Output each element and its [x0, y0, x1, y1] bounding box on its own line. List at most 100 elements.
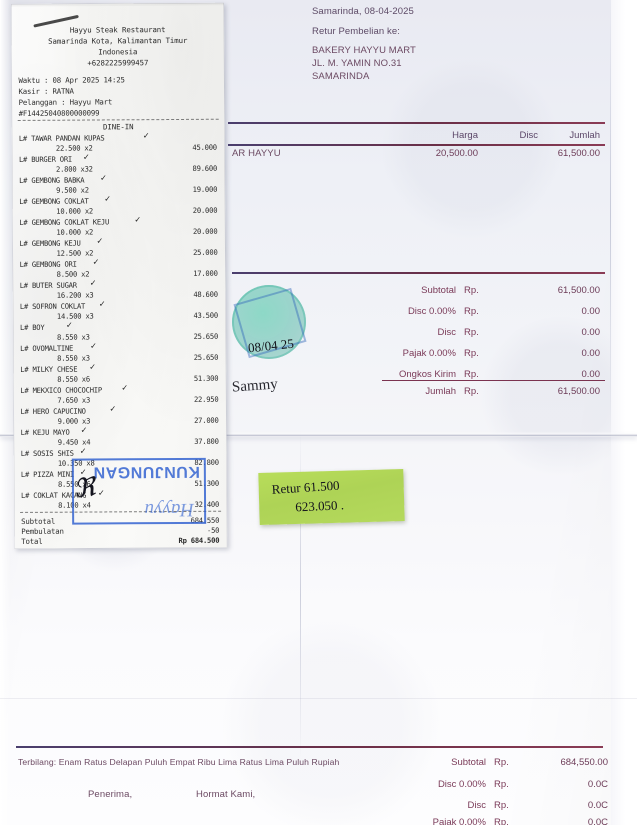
checkmark-icon: ✓: [100, 173, 107, 183]
item-amount: 48.600: [193, 289, 218, 299]
checkmark-icon: ✓: [89, 278, 97, 288]
invoice-to-label: Retur Pembelian ke:: [312, 26, 400, 37]
item-qty: 7.650 x3: [57, 395, 91, 405]
list-item: L# GEMBONG COKLAT KEJU 10.000 x2 20.000 …: [11, 3, 224, 237]
thermal-receipt: Hayyu Steak Restaurant Samarinda Kota, K…: [11, 2, 228, 549]
checkmark-icon: ✓: [90, 341, 97, 351]
total-label-ongkos-kirim: Ongkos Kirim: [398, 369, 456, 380]
item-amount: 17.000: [193, 268, 218, 278]
bottom-total-label-pajak: Pajak 0.00%: [432, 817, 486, 825]
bottom-total-currency-subtotal: Rp.: [494, 757, 509, 768]
receipt-address-line-2: Indonesia: [98, 47, 138, 57]
receipt-address-line-1: Samarinda Kota, Kalimantan Timur: [48, 35, 188, 46]
list-item: L# KEJU MAYO 9.450 x4 37.800 ✓: [11, 3, 224, 447]
list-item: L# BUTER SUGAR 16.200 x3 48.600 ✓: [11, 3, 224, 299]
item-name: L# MEKXICO CHOCOCHIP: [20, 385, 102, 395]
list-item: L# GEMBONG KEJU 12.500 x2 25.000 ✓: [11, 3, 224, 257]
sheet-crease: [300, 430, 301, 760]
list-item: L# MILKY CHESE 8.550 x6 51.300 ✓: [11, 3, 224, 383]
receipt-customer: Pelanggan : Hayyu Mart: [18, 97, 113, 107]
bottom-total-value-disc: 0.0C: [587, 800, 608, 811]
item-qty: 9.000 x3: [57, 416, 91, 426]
item-name: L# TAWAR PANDAN KUPAS: [18, 133, 105, 143]
checkmark-icon: ✓: [89, 362, 96, 372]
receipt-total-label: Total: [21, 536, 43, 546]
item-qty: 16.200 x3: [56, 290, 94, 300]
invoice-recipient-name: BAKERY HAYYU MART: [312, 45, 416, 56]
item-name: L# BUTER SUGAR: [19, 280, 77, 290]
receipt-total-value: Rp 684.500: [178, 535, 220, 545]
checkmark-icon: ✓: [142, 131, 150, 141]
total-currency-ongkos-kirim: Rp.: [464, 369, 479, 380]
item-amount: 20.000: [192, 226, 218, 236]
receipt-reference: #F14425040800000099: [18, 108, 100, 118]
item-name: L# GEMBONG KEJU: [19, 238, 81, 248]
list-item: L# TAWAR PANDAN KUPAS 22.500 x2 45.000 ✓: [11, 3, 224, 153]
list-item: L# SOSIS SHIS 10.350 x8 82.800 ✓: [11, 3, 224, 468]
scan-left-margin: [0, 0, 10, 825]
row-harga: 20,500.00: [435, 148, 478, 159]
sticky-note-line-1: Retur 61.500: [271, 477, 340, 497]
paper-tear-edge: [0, 434, 637, 437]
item-amount: 25.650: [193, 331, 219, 341]
item-amount: 27.000: [194, 415, 219, 425]
checkmark-icon: ✓: [104, 194, 111, 204]
item-qty: 14.500 x3: [56, 311, 94, 321]
item-name: L# GEMBONG COKLAT: [19, 196, 89, 206]
item-name: L# HERO CAPUCINO: [20, 406, 86, 416]
receipt-signature: ℜ: [72, 472, 97, 504]
page-break-line: [0, 698, 637, 699]
list-item: L# BOY 8.550 x3 25.650 ✓: [11, 3, 224, 342]
receipt-cashier: Kasir : RATNA: [18, 86, 74, 96]
handwritten-signature: Sammy: [231, 376, 279, 396]
total-label-pajak: Pajak 0.00%: [402, 348, 456, 359]
checkmark-icon: ✓: [82, 152, 90, 162]
bottom-total-value-disc-percent: 0.0C: [587, 779, 608, 790]
list-item: L# HERO CAPUCINO 9.000 x3 27.000 ✓: [11, 3, 224, 425]
item-qty: 2.800 x32: [55, 164, 93, 174]
receipt-phone: +6282225999457: [87, 58, 149, 68]
item-qty: 8.500 x2: [56, 269, 90, 279]
checkmark-icon: ✓: [92, 257, 100, 267]
item-name: L# KEJU MAYO: [20, 427, 70, 437]
item-qty: 8.550 x3: [57, 353, 90, 363]
list-item: L# GEMBONG COKLAT 10.000 x2 20.000 ✓: [11, 3, 224, 215]
checkmark-icon: ✓: [80, 425, 88, 435]
bottom-total-label-disc-percent: Disc 0.00%: [437, 779, 486, 790]
invoice-recipient-street: JL. M. YAMIN NO.31: [312, 58, 402, 69]
total-value-ongkos-kirim: 0.00: [581, 369, 601, 380]
item-qty: 22.500 x2: [55, 143, 93, 153]
table-top-rule: [228, 122, 605, 124]
list-item: L# BURGER ORI 2.800 x32 89.600 ✓: [11, 3, 224, 174]
total-currency-disc-percent: Rp.: [464, 306, 479, 317]
bottom-total-currency-disc: Rp.: [494, 800, 509, 811]
column-header-harga: Harga: [452, 130, 478, 141]
item-amount: 19.000: [192, 184, 218, 194]
total-label-subtotal: Subtotal: [421, 285, 456, 296]
receipt-divider-top: [17, 118, 219, 121]
totals-top-rule: [232, 272, 605, 274]
table-header-rule: [228, 144, 605, 146]
receipt-order-type: DINE-IN: [102, 122, 134, 132]
receipt-time: Waktu : 08 Apr 2025 14:25: [18, 75, 125, 85]
list-item: L# PIZZA MINI 8.550 x6 51.300 ✓: [11, 3, 224, 489]
terbilang-text: Terbilang: Enam Ratus Delapan Puluh Empa…: [18, 757, 340, 767]
item-name: L# OVOMALTINE: [20, 343, 74, 353]
column-header-disc: Disc: [519, 130, 538, 141]
item-amount: 22.950: [193, 394, 219, 404]
list-item: L# COKLAT KACANG 8.100 x4 32.400 ✓: [11, 3, 224, 509]
item-qty: 10.000 x2: [56, 227, 94, 237]
checkmark-icon: ✓: [134, 215, 142, 225]
checkmark-icon: ✓: [121, 383, 129, 393]
row-jumlah: 61,500.00: [557, 148, 600, 159]
checkmark-icon: ✓: [109, 404, 117, 414]
invoice-city-date: Samarinda, 08-04-2025: [312, 6, 414, 17]
signature-label-penerima: Penerima,: [88, 789, 133, 800]
bottom-total-label-subtotal: Subtotal: [451, 757, 486, 768]
sticky-note-line-2: 623.050 .: [294, 497, 345, 515]
sticky-note: Retur 61.500 623.050 .: [258, 468, 405, 526]
item-amount: 20.000: [192, 205, 218, 215]
sheet-edge-right: [610, 0, 611, 430]
receipt-subtotal-label: Subtotal: [21, 516, 56, 526]
signature-label-hormat-kami: Hormat Kami,: [196, 789, 256, 800]
